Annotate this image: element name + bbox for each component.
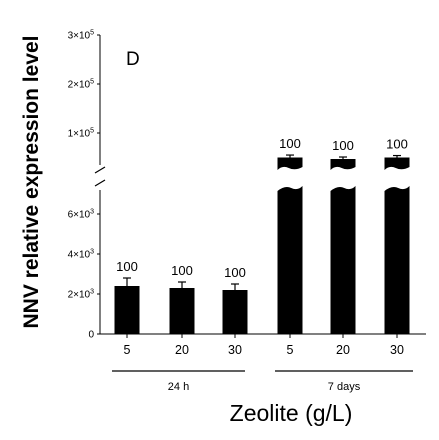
x-tick-label: 30 — [228, 343, 242, 357]
group-label: 24 h — [168, 381, 189, 393]
data-label: 100 — [116, 259, 138, 274]
bar-upper-segment — [277, 157, 303, 170]
data-label: 100 — [332, 138, 354, 153]
bar-upper-segment — [384, 157, 410, 170]
bar — [222, 290, 248, 334]
y-tick-label: 2×105 — [68, 79, 95, 91]
data-label: 100 — [171, 263, 193, 278]
bar-lower-segment — [277, 186, 303, 334]
data-label: 100 — [279, 136, 301, 151]
y-tick-label: 3×105 — [68, 30, 95, 42]
panel-label: D — [126, 49, 140, 70]
y-tick-label: 0 — [88, 330, 94, 341]
y-axis-break-mark — [94, 166, 106, 174]
y-tick-label: 1×105 — [68, 128, 95, 140]
y-axis-title: NNV relative expression level — [20, 36, 43, 329]
y-axis-break-mark — [94, 179, 106, 187]
x-tick-label: 20 — [336, 343, 350, 357]
bar-lower-segment — [384, 186, 410, 334]
bar-upper-segment — [330, 158, 356, 170]
y-tick-label: 2×103 — [68, 289, 95, 301]
x-tick-label: 20 — [175, 343, 189, 357]
bar-lower-segment — [330, 186, 356, 334]
bar — [169, 288, 195, 334]
group-label: 7 days — [328, 381, 361, 393]
data-label: 100 — [224, 265, 246, 280]
x-tick-label: 5 — [124, 343, 131, 357]
bar — [114, 286, 140, 334]
x-axis-title: Zeolite (g/L) — [230, 400, 353, 426]
y-tick-label: 4×103 — [68, 249, 95, 261]
data-label: 100 — [386, 137, 408, 152]
x-tick-label: 30 — [390, 343, 404, 357]
x-tick-label: 5 — [287, 343, 294, 357]
y-tick-label: 6×103 — [68, 209, 95, 221]
